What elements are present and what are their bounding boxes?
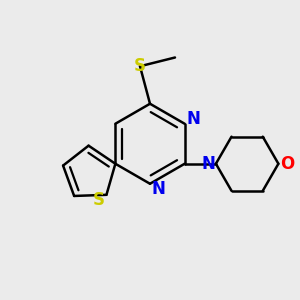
Text: O: O: [280, 155, 294, 173]
Text: N: N: [187, 110, 200, 128]
Text: N: N: [152, 180, 166, 198]
Text: N: N: [202, 155, 215, 173]
Text: S: S: [93, 191, 105, 209]
Text: S: S: [134, 57, 146, 75]
